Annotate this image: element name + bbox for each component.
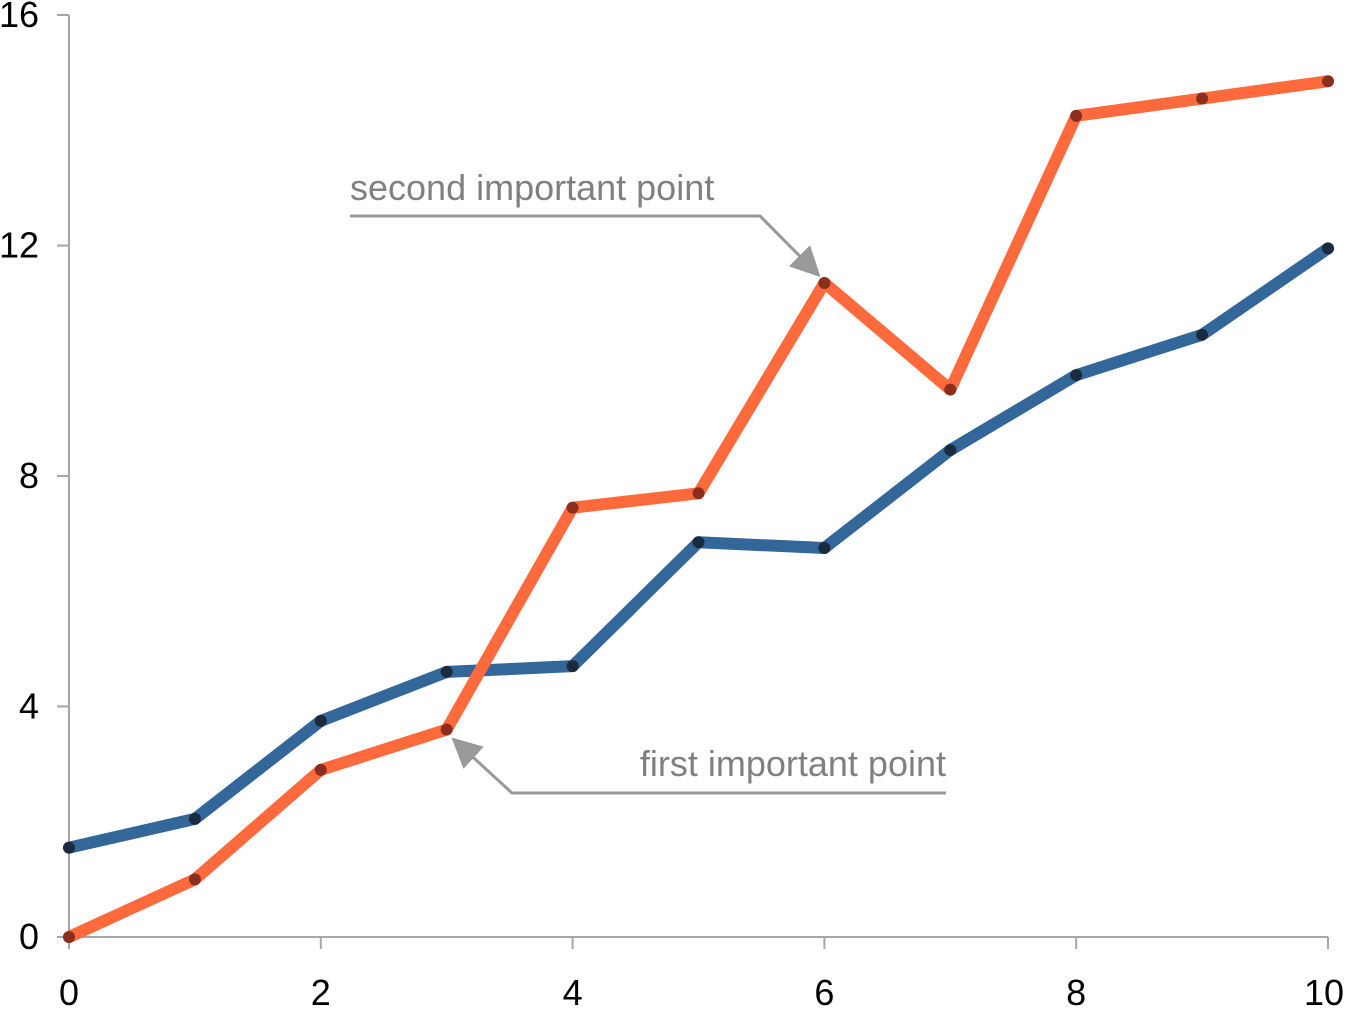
annotation-label-1: second important point — [350, 167, 714, 208]
series-2-point — [1070, 109, 1083, 122]
x-tick-label: 0 — [59, 972, 79, 1012]
series-1-point — [1070, 369, 1083, 382]
series-1-point — [63, 841, 75, 854]
series-2-point — [188, 873, 201, 886]
series-2-point — [440, 723, 453, 736]
series-2-point — [692, 487, 705, 500]
series-1-point — [1322, 242, 1334, 255]
y-tick-label: 12 — [0, 225, 39, 266]
series-1-point — [188, 812, 201, 825]
series-2-point — [944, 383, 957, 396]
series-2-point — [314, 763, 327, 776]
annotation-label-2: first important point — [640, 743, 946, 784]
series-1-point — [440, 665, 453, 678]
annotations: second important point first important po… — [350, 167, 946, 795]
series-2-point — [566, 501, 579, 514]
series-2-point — [818, 276, 831, 289]
series-1-point — [566, 660, 579, 673]
series-2-point — [1196, 92, 1209, 105]
y-tick-label: 4 — [19, 686, 39, 727]
series-1-point — [944, 444, 957, 457]
x-tick-label: 4 — [563, 972, 583, 1012]
series-1-point — [314, 714, 327, 727]
y-tick-label: 8 — [19, 455, 39, 496]
x-tick-label: 8 — [1066, 972, 1086, 1012]
annotation-leader-1 — [350, 214, 821, 278]
series-2-point — [1322, 75, 1334, 88]
y-tick-label: 16 — [0, 0, 39, 35]
annotation-leader-2 — [451, 737, 946, 795]
series-1-point — [692, 536, 705, 549]
series-line-2 — [63, 75, 1334, 943]
x-tick-label: 2 — [311, 972, 331, 1012]
series-group — [63, 75, 1334, 943]
y-tick-label: 0 — [19, 916, 39, 957]
x-tick-label: 6 — [814, 972, 834, 1012]
series-1-point — [818, 542, 831, 555]
series-2-point — [63, 931, 75, 943]
x-tick-label: 10 — [1304, 972, 1344, 1012]
series-1-point — [1196, 328, 1209, 341]
